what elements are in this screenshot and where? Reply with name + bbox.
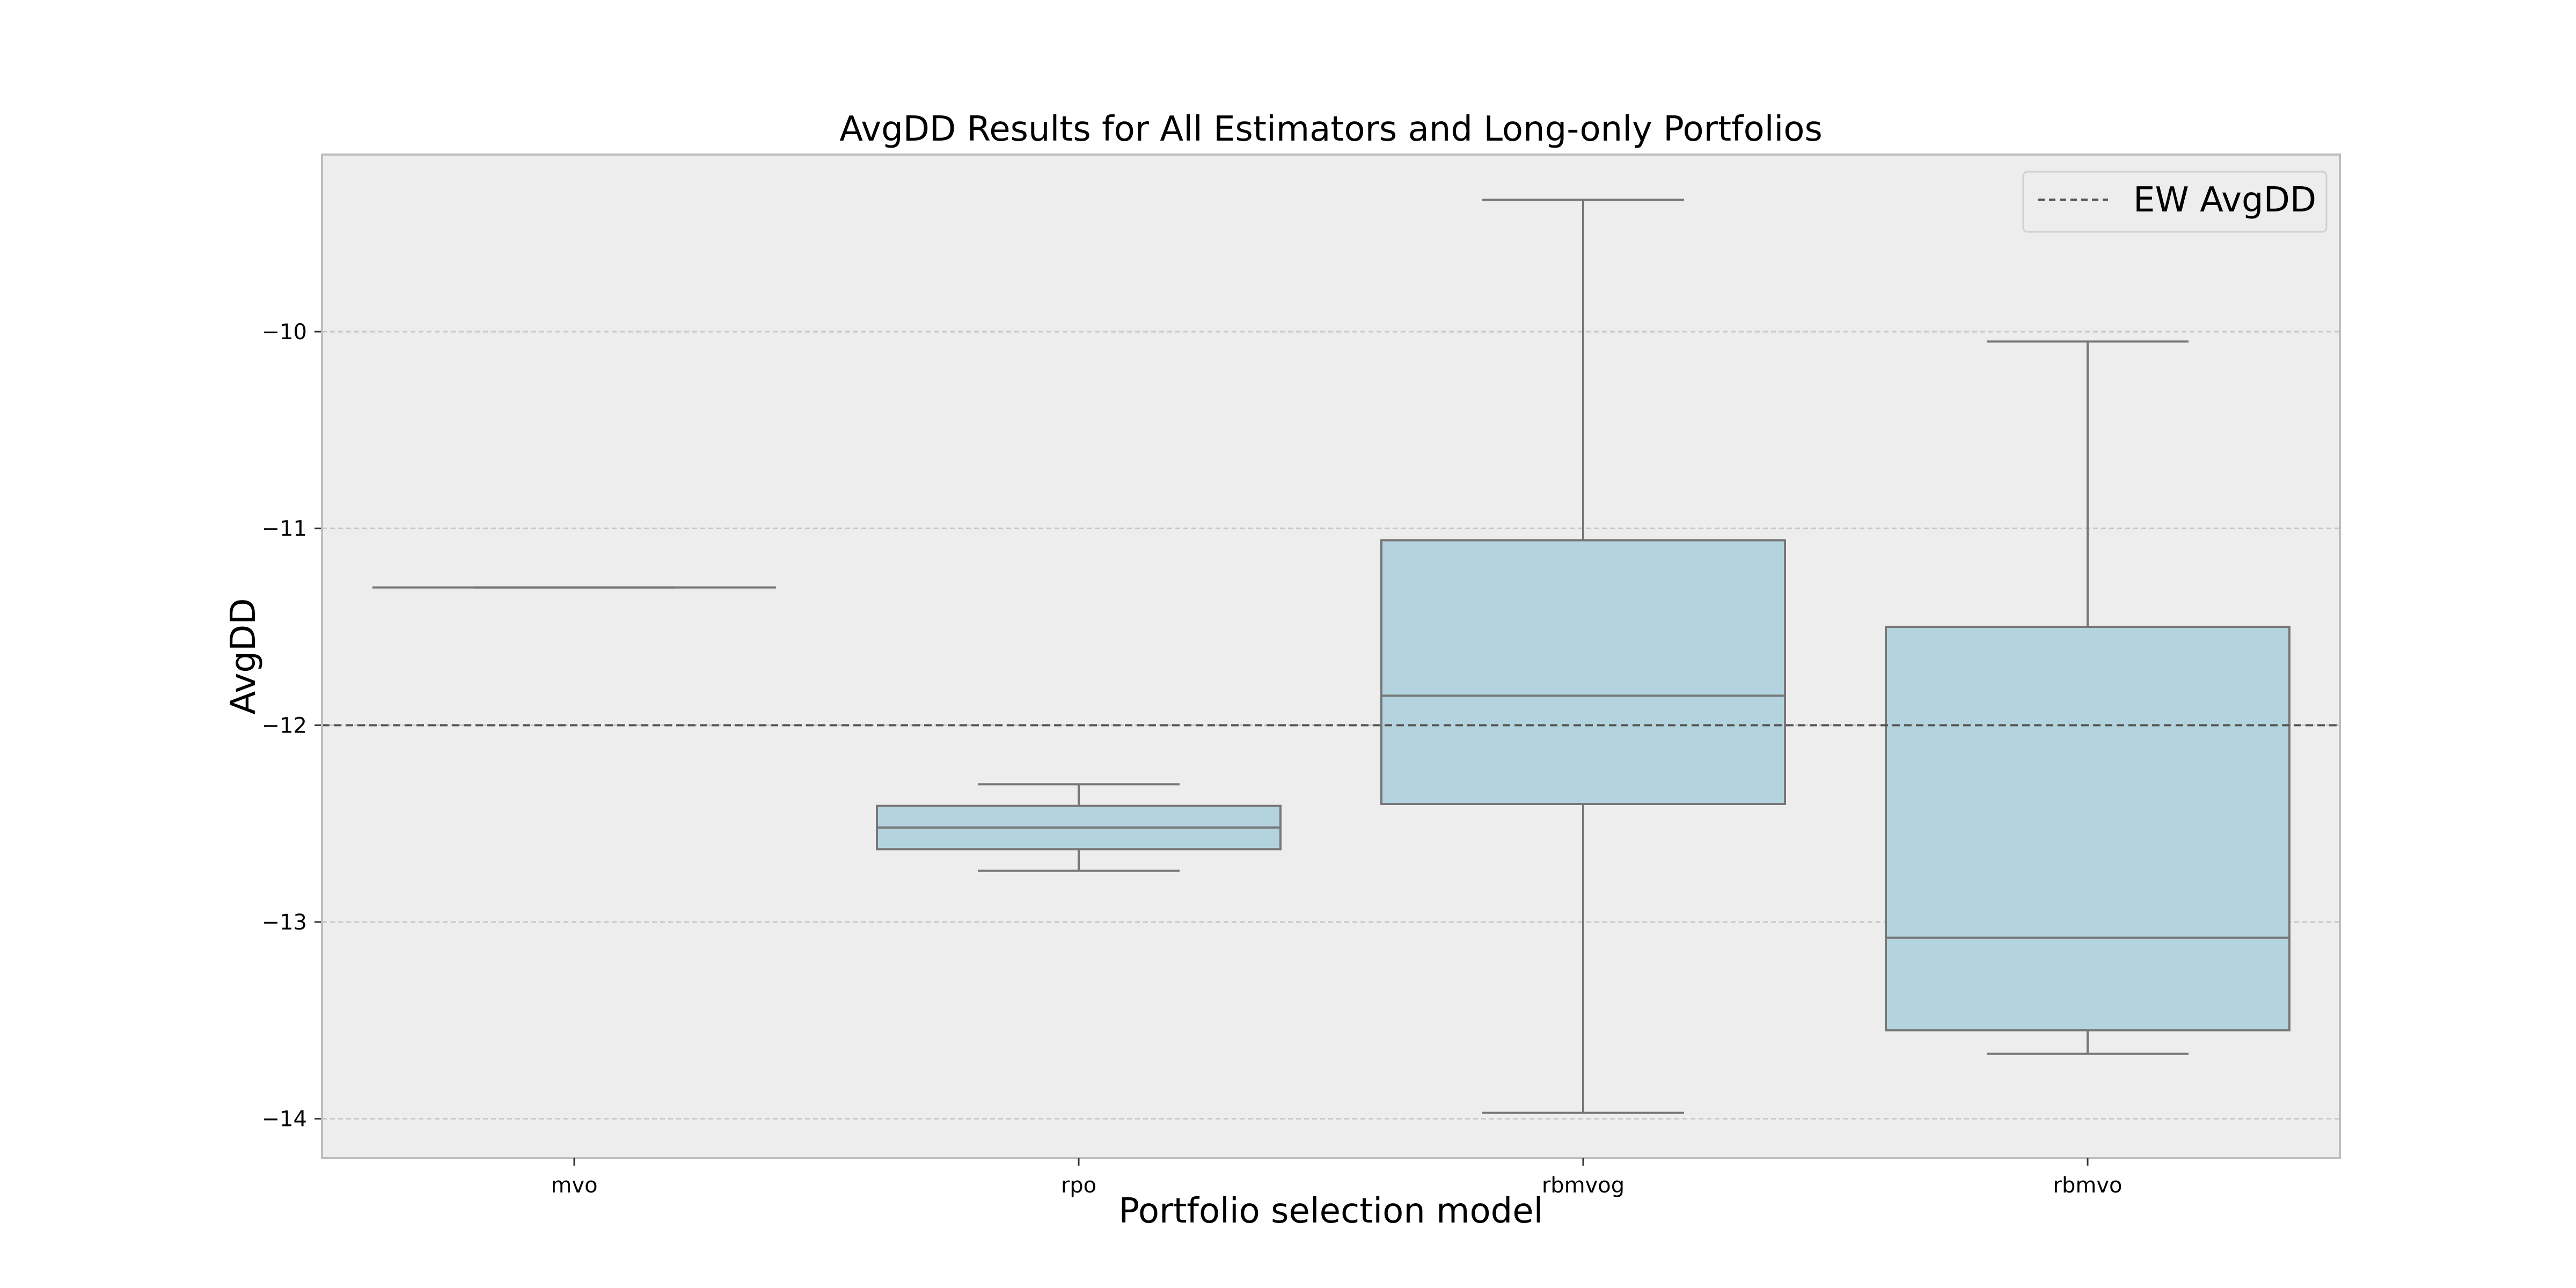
x-tick-label-rpo: rpo: [1061, 1173, 1096, 1198]
boxes: [372, 199, 2290, 1114]
x-tick-label-rbmvo: rbmvo: [2053, 1173, 2123, 1198]
box-body: [1885, 626, 2290, 1031]
y-tick-label: −11: [262, 517, 307, 541]
y-tick-label: −13: [262, 910, 307, 935]
x-axis-ticks: mvo rpo rbmvog rbmvo: [551, 1158, 2122, 1198]
y-axis-ticks: −14 −13 −12 −11 −10: [262, 320, 322, 1132]
legend-label-ew-avgdd: EW AvgDD: [2133, 180, 2316, 220]
plot-frame: [321, 153, 2341, 1159]
legend: EW AvgDD: [2022, 171, 2328, 233]
box-rbmvo: [1885, 340, 2290, 1055]
chart-title: AvgDD Results for All Estimators and Lon…: [839, 109, 1823, 149]
y-axis-label: AvgDD: [224, 598, 264, 714]
y-tick-label: −14: [262, 1107, 307, 1132]
x-tick-label-mvo: mvo: [551, 1173, 597, 1198]
y-tick-label: −12: [262, 713, 307, 738]
legend-box: [2022, 171, 2328, 233]
y-tick-label: −10: [262, 320, 307, 345]
box-body: [1380, 539, 1786, 806]
box-rpo: [876, 783, 1282, 872]
box-rbmvog: [1380, 199, 1786, 1114]
x-tick-label-rbmvog: rbmvog: [1542, 1173, 1624, 1198]
x-axis-label: Portfolio selection model: [1119, 1191, 1543, 1231]
